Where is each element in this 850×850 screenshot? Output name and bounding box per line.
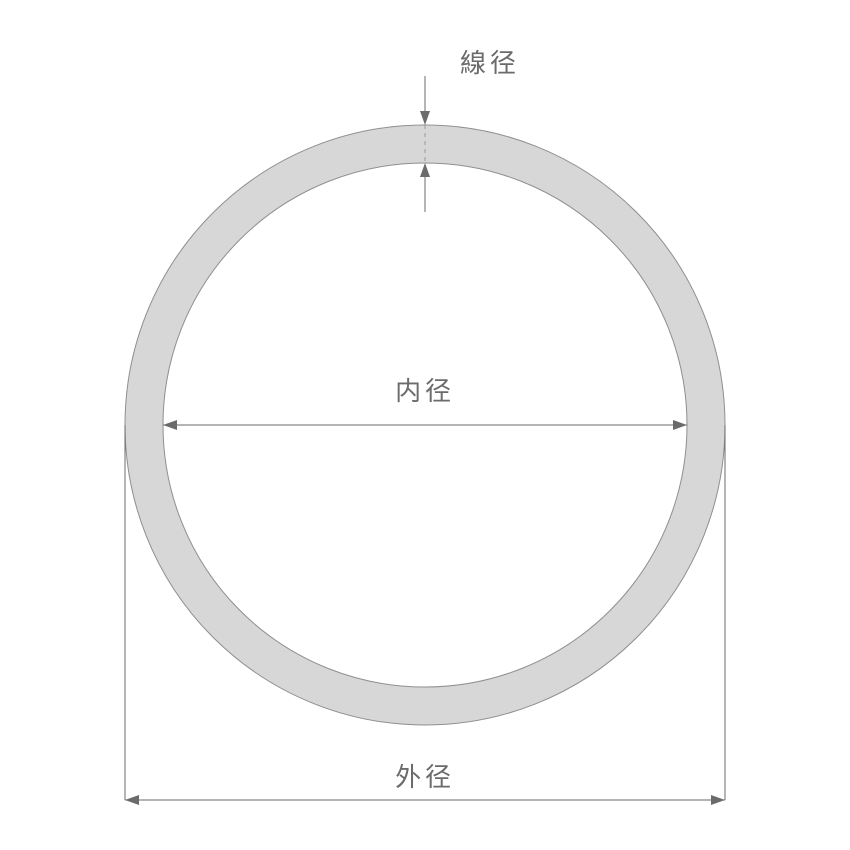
ring-dimension-diagram: 外径 内径 線径 (0, 0, 850, 850)
inner-diameter-label: 内径 (395, 376, 455, 406)
arrow-left-icon (125, 795, 139, 805)
arrow-right-icon (711, 795, 725, 805)
arrow-down-icon (420, 111, 430, 125)
outer-diameter-dim (125, 795, 725, 805)
outer-diameter-label: 外径 (395, 762, 455, 792)
wall-thickness-label: 線径 (460, 48, 520, 78)
